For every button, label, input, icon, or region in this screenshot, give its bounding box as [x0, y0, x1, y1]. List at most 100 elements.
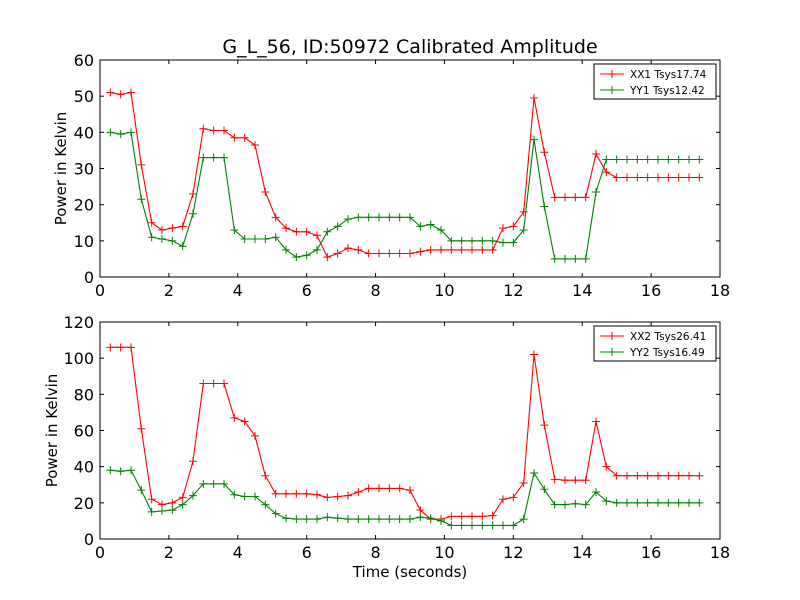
data-point-marker — [695, 498, 704, 507]
data-point-marker — [416, 222, 425, 231]
data-point-marker — [354, 487, 363, 496]
data-point-marker — [168, 224, 177, 233]
data-point-marker — [220, 153, 228, 162]
legend-box — [593, 63, 717, 100]
y-tick-label: 20 — [74, 196, 94, 215]
data-point-marker — [116, 467, 125, 476]
data-point-marker — [375, 515, 383, 524]
data-point-marker — [643, 498, 652, 507]
data-point-marker — [364, 213, 373, 222]
data-point-marker — [550, 500, 559, 509]
data-point-marker — [189, 209, 197, 218]
data-point-marker — [116, 343, 125, 352]
data-point-marker — [571, 476, 580, 485]
data-point-marker — [654, 155, 662, 164]
data-point-marker — [488, 245, 497, 254]
data-point-marker — [178, 222, 187, 231]
data-point-marker — [292, 253, 301, 262]
data-point-marker — [499, 224, 507, 233]
data-point-marker — [344, 215, 352, 224]
data-point-marker — [323, 513, 332, 522]
data-point-marker — [654, 173, 662, 182]
data-point-marker — [395, 484, 404, 493]
legend-entry-label: YY2 Tsys16.49 — [629, 347, 705, 359]
x-tick-label: 10 — [434, 281, 454, 300]
data-point-marker — [561, 254, 569, 263]
legend-marker — [608, 332, 616, 340]
data-point-marker — [230, 225, 239, 234]
data-point-marker — [282, 514, 290, 523]
data-point-marker — [530, 350, 538, 359]
data-point-marker — [220, 126, 228, 135]
y-tick-label: 50 — [74, 87, 94, 106]
data-point-marker — [509, 493, 518, 502]
data-point-marker — [499, 521, 507, 530]
data-point-marker — [240, 235, 249, 244]
data-point-marker — [685, 155, 693, 164]
data-point-marker — [168, 506, 177, 515]
data-point-marker — [199, 153, 208, 162]
legend-entry-label: XX1 Tsys17.74 — [630, 69, 707, 81]
data-point-marker — [674, 155, 683, 164]
figure-title: G_L_56, ID:50972 Calibrated Amplitude — [222, 36, 597, 58]
data-point-marker — [147, 507, 156, 516]
y-tick-label: 30 — [74, 160, 94, 179]
data-point-marker — [561, 500, 569, 509]
data-point-marker — [654, 471, 662, 480]
x-tick-label: 14 — [572, 281, 592, 300]
x-tick-label: 6 — [302, 281, 312, 300]
data-point-marker — [488, 521, 497, 530]
data-point-marker — [302, 227, 311, 236]
data-point-marker — [499, 495, 507, 504]
data-point-marker — [158, 225, 166, 234]
x-tick-label: 18 — [710, 543, 730, 562]
legend: XX1 Tsys17.74 YY1 Tsys12.42 — [593, 63, 717, 100]
data-point-marker — [375, 249, 383, 258]
data-point-marker — [550, 254, 559, 263]
data-point-marker — [519, 478, 528, 487]
data-point-marker — [230, 490, 239, 499]
data-point-marker — [457, 512, 466, 521]
data-point-marker — [209, 126, 218, 135]
x-tick-label: 4 — [233, 543, 243, 562]
data-point-marker — [189, 491, 197, 500]
x-tick-label: 18 — [710, 281, 730, 300]
data-point-marker — [478, 245, 487, 254]
data-point-marker — [199, 124, 208, 133]
data-point-marker — [261, 500, 270, 509]
data-point-marker — [612, 173, 621, 182]
data-point-marker — [478, 512, 487, 521]
data-point-marker — [354, 515, 363, 524]
data-point-marker — [685, 498, 693, 507]
data-point-marker — [395, 249, 404, 258]
data-point-marker — [633, 471, 642, 480]
data-point-marker — [220, 479, 228, 488]
data-point-marker — [313, 231, 321, 240]
data-point-marker — [375, 213, 383, 222]
data-point-marker — [271, 233, 280, 242]
data-point-marker — [416, 247, 425, 256]
legend-marker — [608, 348, 616, 356]
data-point-marker — [364, 249, 373, 258]
data-point-marker — [695, 155, 704, 164]
data-point-marker — [385, 249, 394, 258]
data-point-marker — [147, 495, 156, 504]
data-point-marker — [220, 379, 228, 388]
data-point-marker — [530, 135, 538, 144]
data-point-marker — [168, 498, 177, 507]
data-point-marker — [147, 218, 156, 227]
data-point-marker — [426, 514, 435, 523]
data-point-marker — [158, 506, 166, 515]
data-point-marker — [519, 207, 528, 216]
y-tick-label: 0 — [84, 268, 94, 287]
data-point-marker — [457, 245, 466, 254]
data-point-marker — [364, 484, 373, 493]
data-point-marker — [406, 515, 414, 524]
data-point-marker — [664, 471, 673, 480]
data-point-marker — [561, 193, 569, 202]
data-point-marker — [106, 88, 115, 97]
data-point-marker — [199, 479, 208, 488]
data-point-marker — [623, 173, 631, 182]
data-point-marker — [478, 521, 487, 530]
